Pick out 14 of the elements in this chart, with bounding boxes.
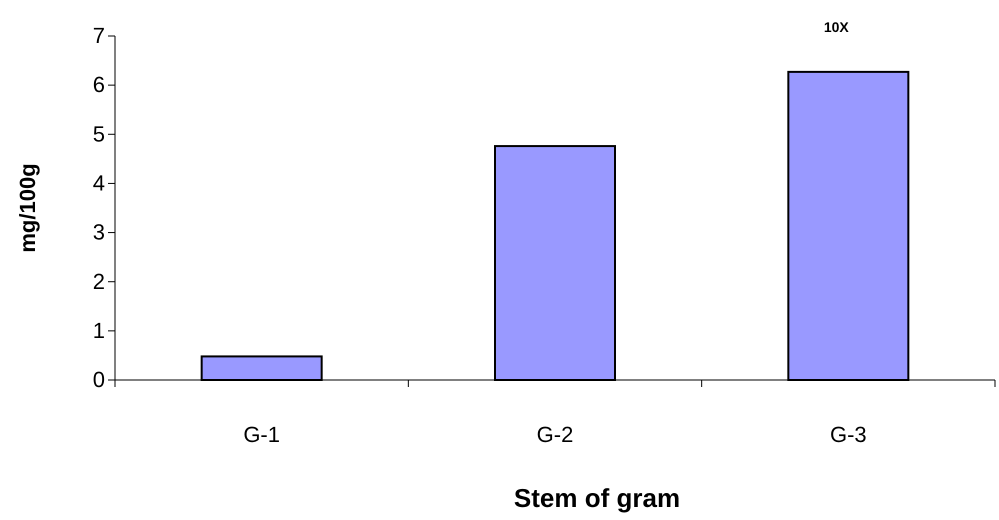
y-tick-label: 3 — [92, 220, 105, 245]
y-tick-label: 6 — [92, 72, 105, 98]
y-tick-label: 0 — [92, 367, 105, 392]
y-tick-label: 1 — [92, 318, 105, 343]
x-tick-label: G-3 — [830, 422, 867, 447]
text: 10X — [824, 19, 850, 35]
x-tick-label: G-1 — [243, 422, 280, 447]
x-tick-label: G-2 — [536, 422, 574, 447]
y-tick-label: 4 — [92, 170, 105, 196]
y-tick-label: 5 — [92, 121, 105, 146]
y-tick-label: 7 — [92, 23, 105, 48]
y-axis-title: mg/100g — [15, 163, 40, 253]
y-tick-label: 2 — [92, 268, 105, 294]
x-axis-title: Stem of gram — [514, 483, 680, 513]
